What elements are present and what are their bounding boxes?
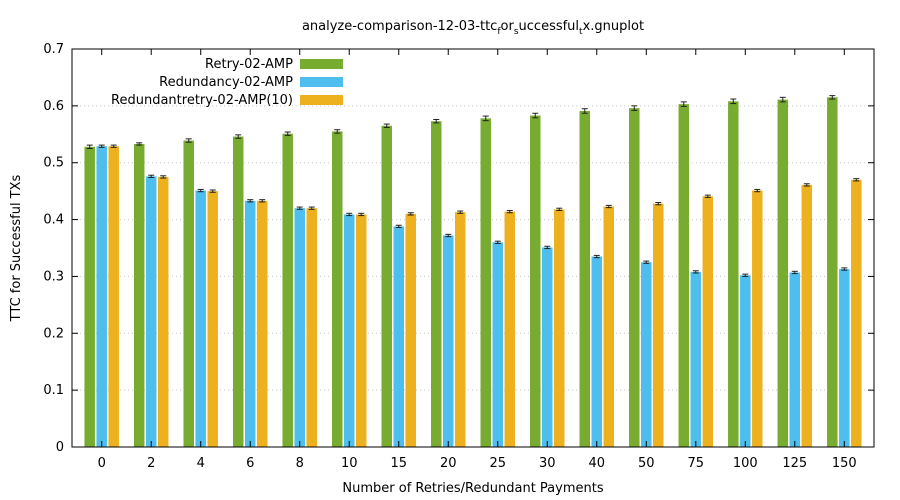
bar bbox=[96, 146, 107, 447]
axis-ticks: 0 0.1 0.2 0.3 0.4 0.5 0.6 0.7 0 2 4 6 8 10 15 20 25 30 40 5… bbox=[43, 42, 874, 471]
bar bbox=[702, 196, 714, 447]
bar bbox=[195, 190, 206, 447]
bar bbox=[331, 131, 343, 447]
x-tick-label: 25 bbox=[489, 456, 506, 471]
bar bbox=[653, 203, 664, 447]
x-tick-label: 15 bbox=[390, 456, 407, 471]
bar bbox=[393, 226, 404, 447]
x-tick-label: 75 bbox=[688, 456, 705, 471]
bar bbox=[789, 272, 801, 447]
x-tick-label: 125 bbox=[782, 456, 807, 471]
x-tick-label: 50 bbox=[638, 456, 655, 471]
bar bbox=[554, 209, 565, 447]
bar bbox=[641, 262, 652, 447]
bar bbox=[343, 214, 355, 447]
bar bbox=[256, 200, 268, 447]
x-tick-label: 40 bbox=[588, 456, 605, 471]
bar bbox=[232, 136, 244, 447]
bars bbox=[84, 95, 862, 448]
bar bbox=[454, 212, 466, 447]
chart-title: analyze-comparison-12-03-ttcforsuccessfu… bbox=[302, 19, 644, 37]
bar bbox=[851, 179, 862, 447]
bar bbox=[629, 108, 640, 447]
bar bbox=[294, 208, 305, 447]
bar bbox=[381, 125, 392, 447]
y-tick-label: 0.2 bbox=[43, 326, 64, 341]
bar bbox=[752, 190, 763, 447]
y-tick-label: 0.7 bbox=[43, 42, 64, 57]
x-tick-label: 6 bbox=[246, 456, 254, 471]
bar bbox=[430, 121, 442, 448]
bar bbox=[839, 269, 850, 447]
bar bbox=[740, 275, 751, 447]
y-tick-label: 0.1 bbox=[43, 383, 64, 398]
x-tick-label: 20 bbox=[440, 456, 457, 471]
x-tick-label: 150 bbox=[832, 456, 857, 471]
legend-swatch bbox=[300, 77, 343, 87]
bar bbox=[492, 242, 504, 447]
bar bbox=[827, 97, 838, 447]
bar bbox=[579, 110, 591, 447]
legend-label: Redundancy-02-AMP bbox=[159, 75, 293, 90]
x-tick-label: 8 bbox=[296, 456, 304, 471]
legend-label: Retry-02-AMP bbox=[205, 57, 293, 72]
legend-swatch bbox=[300, 95, 343, 105]
legend-label: Redundantretry-02-AMP(10) bbox=[111, 93, 293, 108]
bar bbox=[542, 247, 553, 447]
bar bbox=[690, 271, 702, 447]
x-axis-title: Number of Retries/Redundant Payments bbox=[342, 481, 603, 496]
bar bbox=[678, 104, 690, 447]
bar bbox=[504, 211, 516, 447]
y-tick-label: 0 bbox=[56, 440, 64, 455]
y-tick-label: 0.3 bbox=[43, 269, 64, 284]
x-tick-label: 0 bbox=[98, 456, 106, 471]
legend: Retry-02-AMP Redundancy-02-AMP Redundantre… bbox=[111, 57, 343, 108]
bar bbox=[530, 115, 541, 447]
bar bbox=[355, 214, 367, 447]
bar bbox=[282, 133, 293, 447]
x-tick-label: 4 bbox=[197, 456, 205, 471]
bar bbox=[591, 256, 603, 447]
plot-frame bbox=[71, 48, 875, 448]
bar bbox=[405, 213, 416, 447]
bar bbox=[84, 146, 95, 447]
x-tick-label: 100 bbox=[733, 456, 758, 471]
y-tick-label: 0.6 bbox=[43, 99, 64, 114]
bar bbox=[306, 208, 317, 447]
bar bbox=[145, 176, 157, 448]
y-tick-label: 0.5 bbox=[43, 156, 64, 171]
bar bbox=[108, 146, 119, 447]
bar bbox=[157, 176, 169, 447]
y-tick-label: 0.4 bbox=[43, 213, 64, 228]
bar bbox=[801, 184, 813, 448]
bar bbox=[442, 235, 454, 447]
bar bbox=[207, 191, 218, 447]
bar bbox=[183, 140, 194, 448]
x-tick-label: 2 bbox=[147, 456, 155, 471]
bar bbox=[603, 206, 615, 447]
x-tick-label: 30 bbox=[539, 456, 556, 471]
bar bbox=[728, 101, 739, 448]
bar bbox=[244, 200, 256, 447]
bar bbox=[480, 118, 492, 447]
x-tick-label: 10 bbox=[341, 456, 358, 471]
bar bbox=[777, 99, 789, 448]
bar bbox=[133, 143, 145, 448]
legend-swatch bbox=[300, 59, 343, 69]
y-axis-title: TTC for Successful TXs bbox=[9, 174, 24, 322]
